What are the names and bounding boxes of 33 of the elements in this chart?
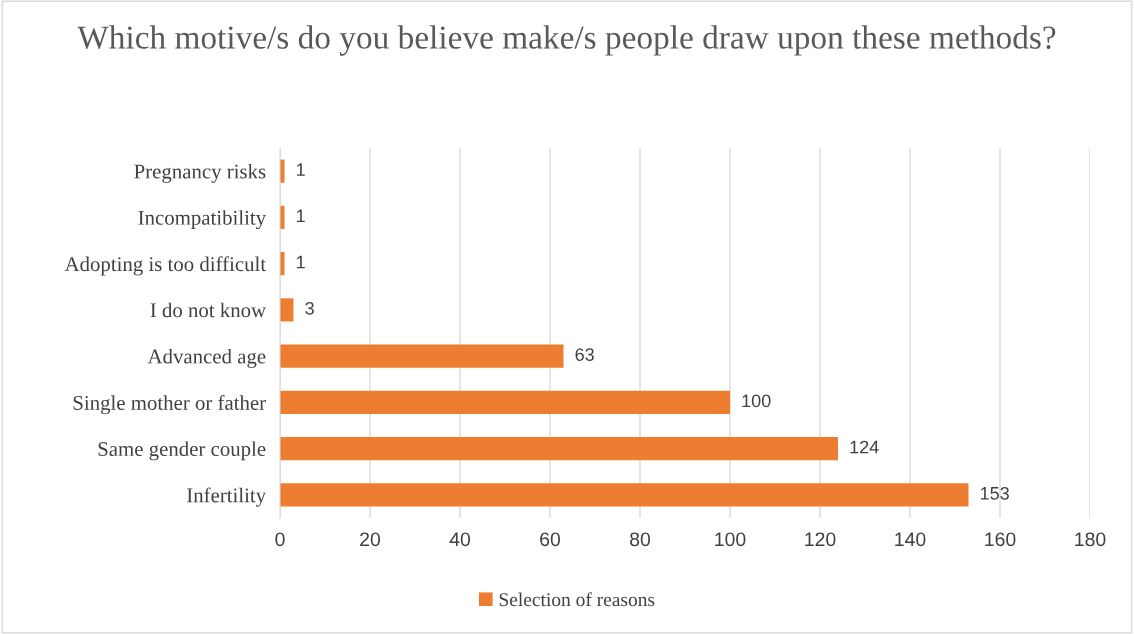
x-tick-label: 20 (360, 532, 381, 547)
data-label: 153 (980, 486, 1009, 500)
data-label: 63 (575, 348, 594, 361)
bar (280, 483, 969, 507)
x-tick-label: 120 (805, 532, 836, 547)
x-tick-label: 180 (1075, 532, 1106, 547)
data-label: 100 (742, 394, 771, 408)
bar (280, 390, 730, 414)
data-label: 124 (850, 440, 879, 454)
y-tick-label: Advanced age (147, 348, 266, 368)
y-tick-label: I do not know (150, 302, 267, 318)
data-label: 1 (296, 255, 305, 269)
chart-title: Which motive/s do you believe make/s people draw upon these methods? (77, 25, 1056, 56)
x-tick-label: 80 (630, 532, 651, 547)
y-tick-label: Incompatibility (138, 210, 267, 230)
bar (280, 298, 294, 322)
bar (280, 437, 838, 461)
y-tick-label: Pregnancy risks (134, 163, 266, 183)
x-tick-label: 160 (985, 532, 1016, 547)
x-tick-label: 140 (895, 532, 926, 547)
bar (280, 344, 564, 368)
legend-label: Selection of reasons (499, 592, 655, 607)
y-tick-label: Single mother or father (73, 395, 266, 415)
y-tick-label: Infertility (187, 487, 267, 507)
x-tick-label: 40 (449, 532, 471, 547)
data-label: 1 (296, 163, 305, 176)
y-tick-label: Same gender couple (98, 441, 266, 461)
x-tick-label: 100 (715, 532, 746, 547)
x-tick-label: 60 (540, 532, 561, 547)
data-label: 1 (296, 209, 305, 223)
data-label: 3 (305, 301, 314, 315)
x-tick-label: 0 (275, 532, 285, 547)
y-tick-label: Adopting is too difficult (64, 256, 266, 276)
